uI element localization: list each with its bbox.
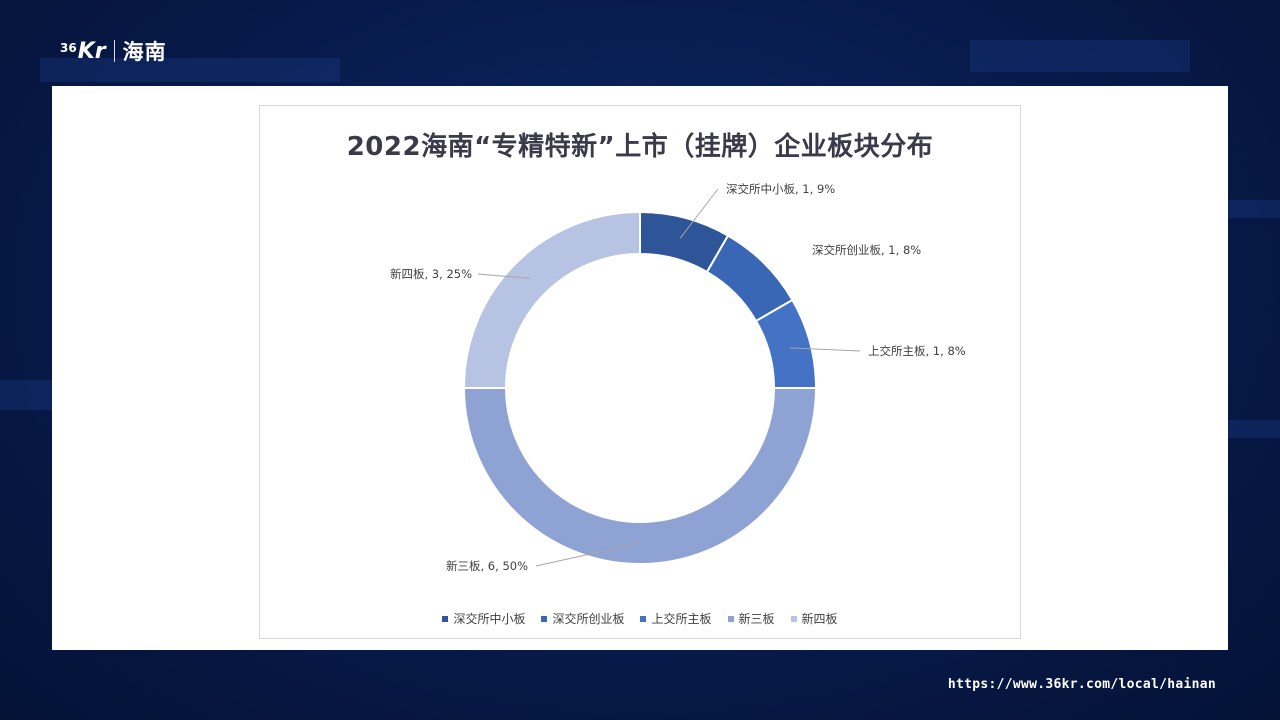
background-block [1228,200,1280,218]
data-label: 深交所创业板, 1, 8% [812,243,921,257]
chart-title: 2022海南“专精特新”上市（挂牌）企业板块分布 [346,132,934,162]
background-block [1228,420,1280,438]
data-label: 上交所主板, 1, 8% [868,344,966,358]
brand-logo: 36 Kr 海南 [60,36,167,66]
legend-swatch [790,615,797,622]
legend-item: 新四板 [790,610,838,627]
donut-chart: 深交所中小板, 1, 9% 深交所创业板, 1, 8% 上交所主板, 1, 8% 新三… [390,182,966,573]
legend-label: 深交所创业板 [552,612,625,626]
logo-suffix: Kr [77,38,106,64]
legend-item: 深交所创业板 [541,610,624,627]
chart-legend: 深交所中小板 深交所创业板 上交所主板 新三板 新四板 [260,610,1020,627]
legend-item: 上交所主板 [640,610,712,627]
leader-line [535,542,641,567]
chart-area: 2022海南“专精特新”上市（挂牌）企业板块分布 深交所中小板, 1, 9% 深交… [259,105,1021,639]
legend-label: 上交所主板 [651,612,712,626]
data-label: 深交所中小板, 1, 9% [726,182,835,196]
donut-slice [462,210,641,389]
legend-item: 新三板 [727,610,775,627]
legend-label: 新四板 [801,612,838,626]
logo-divider [113,40,115,62]
content-panel: 2022海南“专精特新”上市（挂牌）企业板块分布 深交所中小板, 1, 9% 深交… [52,86,1228,650]
donut-slice [462,387,818,565]
legend-item: 深交所中小板 [442,610,525,627]
background-block [970,40,1190,72]
legend-label: 新三板 [738,612,775,626]
footer-url[interactable]: https://www.36kr.com/local/hainan [947,677,1216,692]
leader-line [789,347,861,352]
background-block [40,58,340,82]
leader-line [477,273,531,279]
data-label: 新三板, 6, 50% [446,559,528,573]
leader-line [679,188,719,239]
legend-swatch [727,615,734,622]
legend-label: 深交所中小板 [453,612,526,626]
legend-swatch [640,615,647,622]
logo-city: 海南 [122,40,167,64]
legend-swatch [541,615,548,622]
data-label: 新四板, 3, 25% [390,267,472,281]
background-block [0,380,52,410]
legend-swatch [442,615,449,622]
logo-prefix: 36 [60,41,77,55]
